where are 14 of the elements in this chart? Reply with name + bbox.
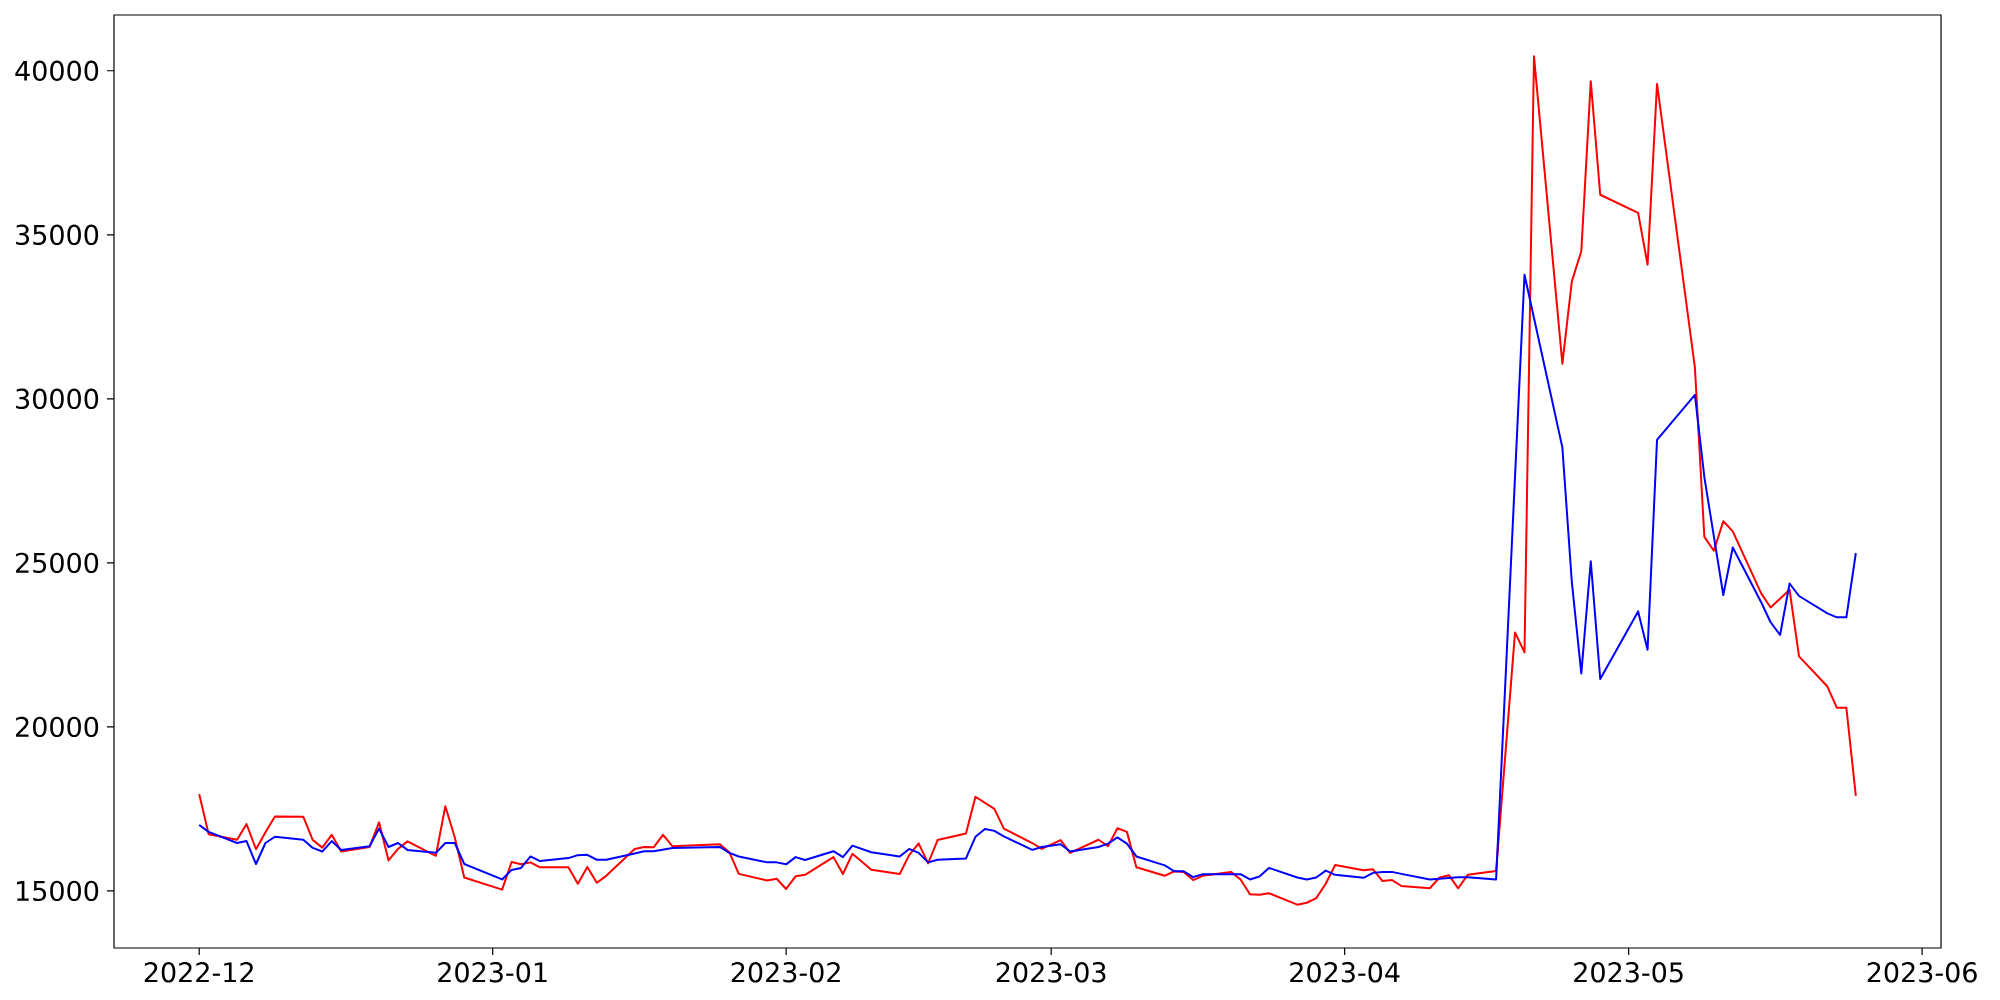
x-tick-label: 2023-01 <box>438 962 547 983</box>
y-tick-label: 30000 <box>16 388 99 410</box>
x-tick-label: 2023-04 <box>1290 962 1400 983</box>
y-tick-label: 35000 <box>16 224 99 245</box>
y-tick-label: 25000 <box>16 552 99 574</box>
line-series <box>198 55 1857 906</box>
x-tick-label: 2023-02 <box>731 962 840 983</box>
y-tick-label: 15000 <box>17 880 99 902</box>
x-tick-label: 2023-05 <box>1574 962 1683 983</box>
y-tick-label: 40000 <box>15 60 99 81</box>
x-tick-label: 2023-06 <box>1867 962 1977 983</box>
y-tick-label: 20000 <box>16 716 99 738</box>
x-tick-label: 2022-12 <box>144 962 253 983</box>
x-tick-label: 2023-03 <box>996 962 1106 983</box>
